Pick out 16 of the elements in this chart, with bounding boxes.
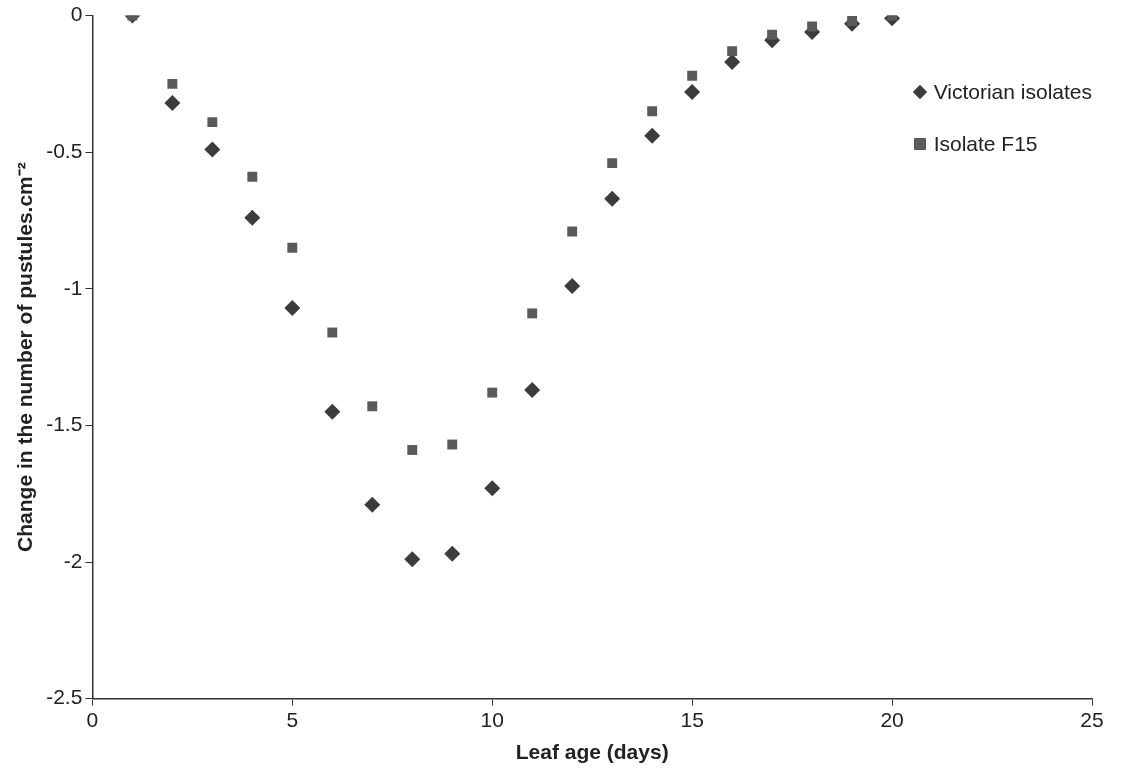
y-tick-label: -0.5	[46, 139, 83, 162]
x-tick-label: 10	[480, 708, 504, 731]
x-axis-title: Leaf age (days)	[515, 740, 669, 764]
y-tick-label: -1.5	[46, 412, 83, 436]
x-tick-label: 0	[86, 708, 99, 731]
y-tick-label: -1	[63, 275, 83, 299]
y-tick-label: -2.5	[46, 685, 83, 709]
x-tick-label: 25	[1080, 708, 1104, 731]
y-tick-label: -2	[63, 548, 83, 572]
legend-label: Victorian isolates	[933, 80, 1092, 104]
legend-label: Isolate F15	[933, 132, 1038, 156]
x-tick-label: 5	[286, 708, 299, 731]
y-tick-label: 0	[70, 2, 83, 26]
y-axis-title: Change in the number of pustules.cm⁻²	[13, 162, 37, 552]
x-tick-label: 20	[880, 708, 904, 731]
x-tick-label: 15	[680, 708, 704, 731]
